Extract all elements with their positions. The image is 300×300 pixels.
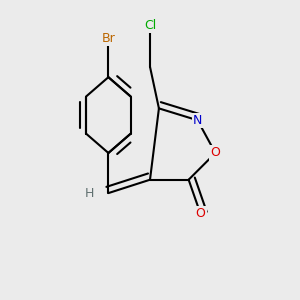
Text: H: H (84, 187, 94, 200)
Text: O: O (211, 146, 220, 160)
Text: Cl: Cl (144, 19, 156, 32)
Text: N: N (193, 114, 202, 127)
Text: O: O (196, 207, 206, 220)
Text: Br: Br (101, 32, 115, 45)
